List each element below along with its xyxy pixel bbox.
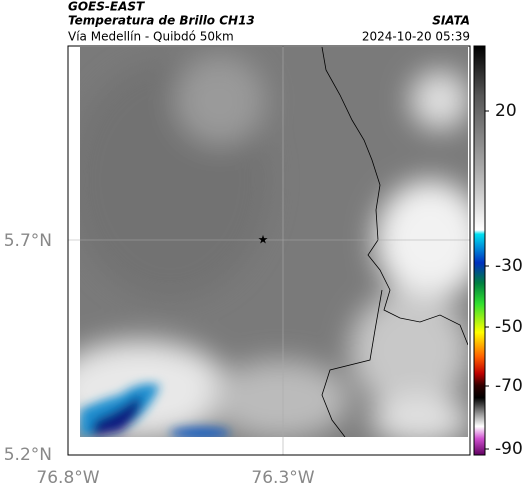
cold-top [170, 427, 230, 437]
colorbar [473, 45, 486, 456]
cloud [370, 395, 468, 437]
colorbar-ticks: 20 -30 -50 -70 -90 [485, 101, 523, 459]
cloud [175, 55, 265, 145]
star-marker: ★ [258, 233, 269, 247]
product-title: GOES-EAST [68, 0, 145, 14]
product-subtitle: Temperatura de Brillo CH13 [68, 14, 255, 28]
map-frame [67, 45, 471, 456]
imagery [80, 47, 468, 437]
colorbar-tick-label: -50 [495, 317, 523, 337]
lon-label: 76.8°W [36, 468, 99, 488]
location: Vía Medellín - Quibdó 50km [68, 30, 234, 44]
source: SIATA [432, 14, 470, 28]
lat-label: 5.2°N [4, 445, 52, 465]
border-line [321, 47, 468, 437]
cloud [210, 360, 350, 437]
lat-label: 5.7°N [4, 231, 52, 251]
colorbar-tick-label: -90 [495, 439, 523, 459]
colorbar-tick-label: -30 [495, 256, 523, 276]
cold-top [90, 395, 141, 437]
lon-label: 76.3°W [251, 468, 314, 488]
colorbar-tick-label: 20 [495, 101, 517, 121]
datetime: 2024-10-20 05:39 [362, 30, 470, 44]
cloud [410, 70, 468, 130]
colorbar-tick-label: -70 [495, 376, 523, 396]
cloud [350, 290, 468, 410]
